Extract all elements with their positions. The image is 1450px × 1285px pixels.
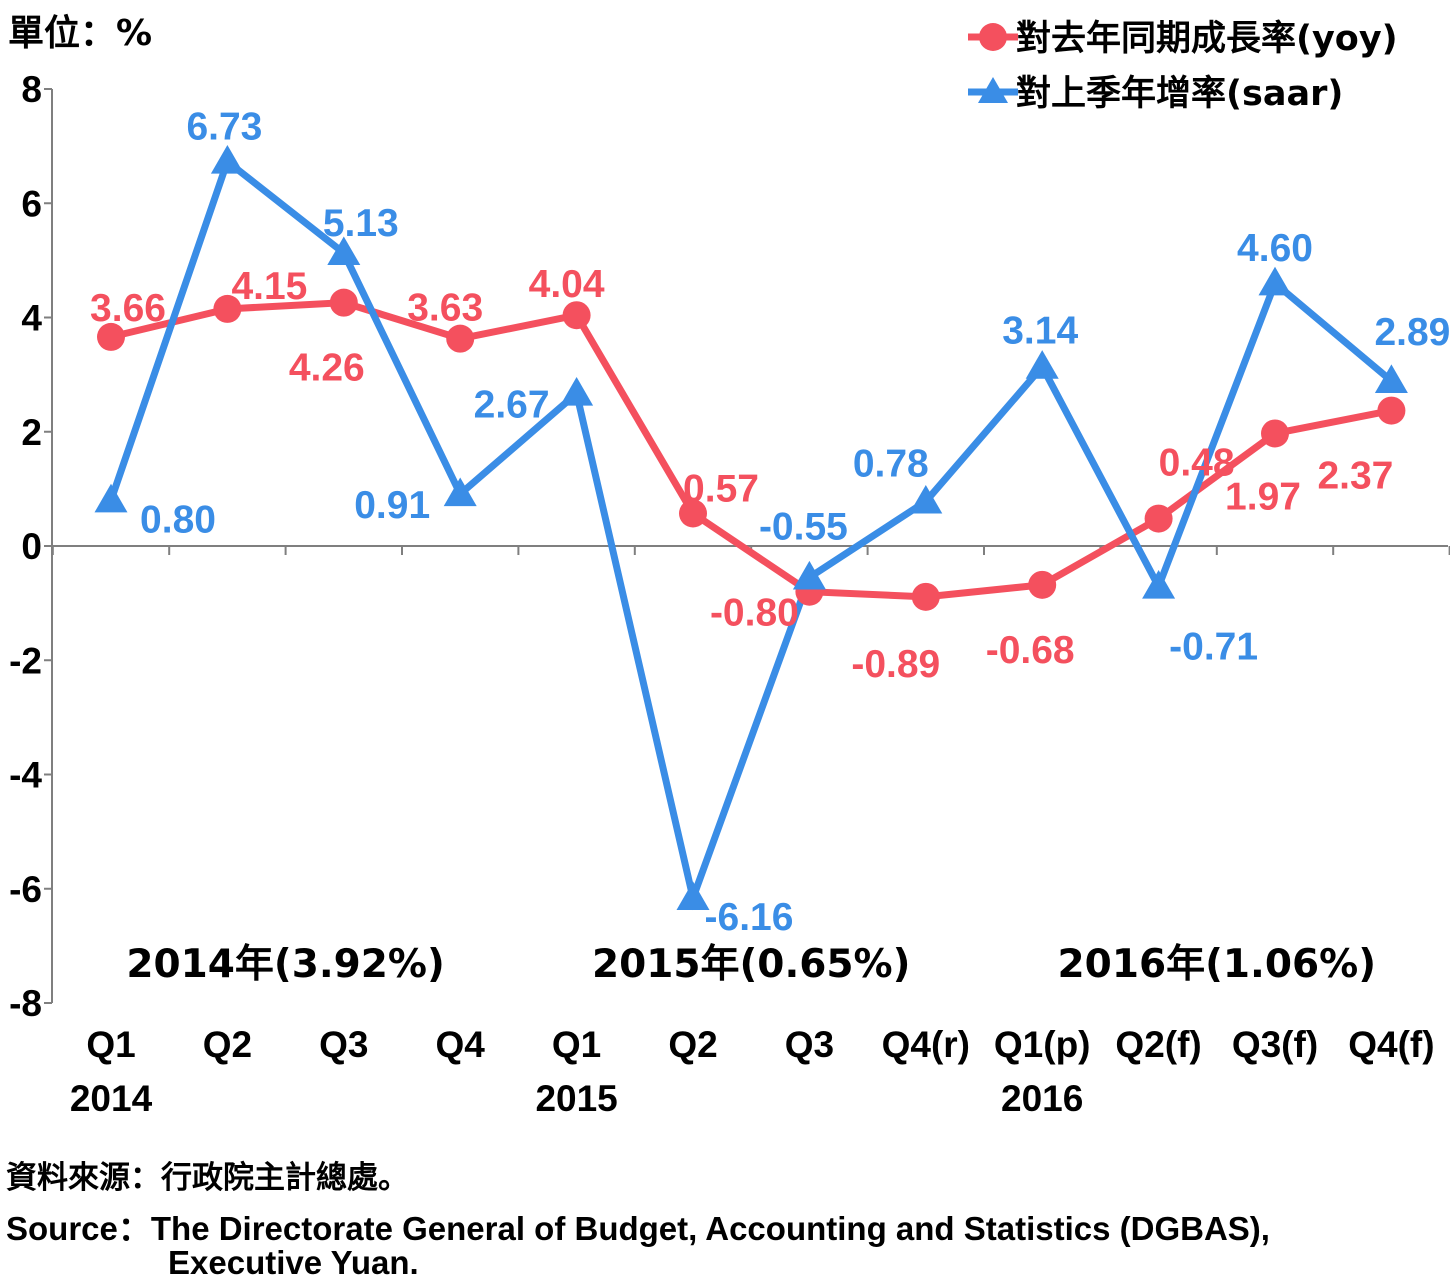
source-en-line1: Source：The Directorate General of Budget… [6, 1210, 1270, 1247]
x-year-label: 2015 [535, 1078, 617, 1119]
data-label: -0.71 [1169, 626, 1258, 669]
point-saar [1374, 364, 1408, 394]
series-group [94, 145, 1408, 911]
legend-label: 對上季年增率(saar) [1016, 74, 1343, 114]
data-label: 0.91 [354, 484, 430, 527]
y-tick-label: 6 [21, 183, 42, 224]
y-tick-label: 4 [21, 298, 42, 339]
point-saar [94, 483, 128, 513]
x-tick-label: Q2 [668, 1024, 717, 1065]
source-en-line2: Executive Yuan. [168, 1244, 419, 1281]
point-saar [210, 145, 244, 174]
point-saar [327, 236, 361, 266]
data-label: 6.73 [186, 106, 262, 149]
data-label: 0.80 [140, 498, 216, 541]
data-label: 3.66 [90, 287, 166, 330]
point-saar [909, 484, 943, 514]
data-label: 0.57 [683, 467, 759, 510]
data-labels: 3.66 4.15 4.26 3.63 4.04 0.57 -0.80 -0.89 -0.68 0… [90, 106, 1450, 939]
year-annotation: 2015年(0.65%) [592, 942, 911, 987]
data-label: 3.14 [1002, 310, 1078, 353]
point-yoy [1144, 504, 1173, 533]
data-label: 4.15 [231, 265, 307, 308]
point-yoy [911, 582, 940, 611]
data-label: 4.60 [1237, 227, 1313, 270]
x-tick-label: Q3(f) [1232, 1024, 1318, 1065]
x-tick-label: Q3 [319, 1024, 368, 1065]
unit-label: 單位：% [8, 13, 152, 54]
point-saar [443, 477, 477, 507]
point-yoy [1261, 419, 1289, 448]
data-label: -0.68 [986, 629, 1075, 672]
point-yoy [213, 294, 242, 323]
y-tick-label: -4 [9, 755, 42, 796]
data-label: 3.63 [407, 287, 483, 330]
axes: 8 6 4 2 0 -2 -4 -6 -8 Q1 Q2 Q3 Q4 Q1 Q2 Q3 Q4(r) Q1(p) Q2(… [9, 69, 1450, 1119]
point-yoy [329, 288, 358, 317]
point-yoy [1028, 570, 1057, 599]
x-tick-label: Q4(f) [1348, 1024, 1434, 1065]
source-zh: 資料來源：行政院主計總處。 [6, 1160, 409, 1196]
y-tick-label: -2 [9, 640, 42, 681]
data-label: 2.67 [474, 383, 550, 426]
year-annotation: 2016年(1.06%) [1058, 942, 1377, 987]
point-saar [792, 560, 826, 590]
line-chart: 單位：% 對去年同期成長率(yoy) 對上季年增率(saar) 8 6 4 2 0 -2 -4… [8, 13, 1450, 1119]
y-tick-label: 0 [21, 526, 42, 567]
point-yoy [562, 301, 591, 330]
series-line-0 [110, 299, 1393, 601]
data-label: -0.80 [710, 592, 799, 635]
data-label: -0.89 [851, 643, 940, 686]
point-yoy [1377, 396, 1406, 425]
point-saar [1258, 266, 1292, 296]
x-tick-label: Q2(f) [1115, 1024, 1201, 1065]
point-saar [676, 881, 710, 910]
year-annotation: 2014年(3.92%) [126, 942, 445, 987]
point-saar [1142, 570, 1176, 599]
data-label: 4.26 [289, 347, 365, 390]
data-label: 2.37 [1317, 455, 1393, 498]
data-label: 4.04 [529, 263, 605, 306]
data-label: -6.16 [705, 896, 794, 939]
data-label: 0.78 [853, 442, 929, 485]
x-tick-label: Q1 [552, 1024, 601, 1065]
y-tick-label: 8 [21, 69, 42, 110]
data-label: 2.89 [1374, 311, 1450, 354]
x-tick-label: Q3 [785, 1024, 834, 1065]
y-tick-label: -8 [9, 983, 42, 1024]
legend: 對去年同期成長率(yoy) 對上季年增率(saar) [968, 19, 1398, 114]
data-label: -0.55 [759, 505, 848, 548]
x-tick-label: Q4 [436, 1024, 486, 1065]
data-label: 1.97 [1225, 475, 1301, 518]
x-tick-label: Q1(p) [994, 1024, 1091, 1065]
y-tick-label: -6 [9, 869, 42, 910]
legend-label: 對去年同期成長率(yoy) [1016, 19, 1398, 59]
point-yoy [679, 499, 707, 528]
legend-marker [978, 77, 1008, 103]
data-label: 0.48 [1159, 442, 1235, 485]
x-year-label: 2014 [70, 1078, 153, 1119]
y-tick-label: 2 [21, 412, 42, 453]
point-saar [1025, 350, 1059, 379]
data-label: 5.13 [323, 202, 399, 245]
year-annotations: 2014年(3.92%) 2015年(0.65%) 2016年(1.06%) [126, 942, 1376, 987]
legend-marker [979, 23, 1007, 51]
x-year-label: 2016 [1001, 1078, 1083, 1119]
point-yoy [97, 322, 125, 351]
x-tick-label: Q4(r) [882, 1024, 970, 1065]
series-line-1 [107, 155, 1394, 911]
x-tick-label: Q2 [203, 1024, 252, 1065]
x-tick-label: Q1 [86, 1024, 135, 1065]
point-saar [560, 376, 594, 406]
point-yoy [446, 324, 475, 353]
